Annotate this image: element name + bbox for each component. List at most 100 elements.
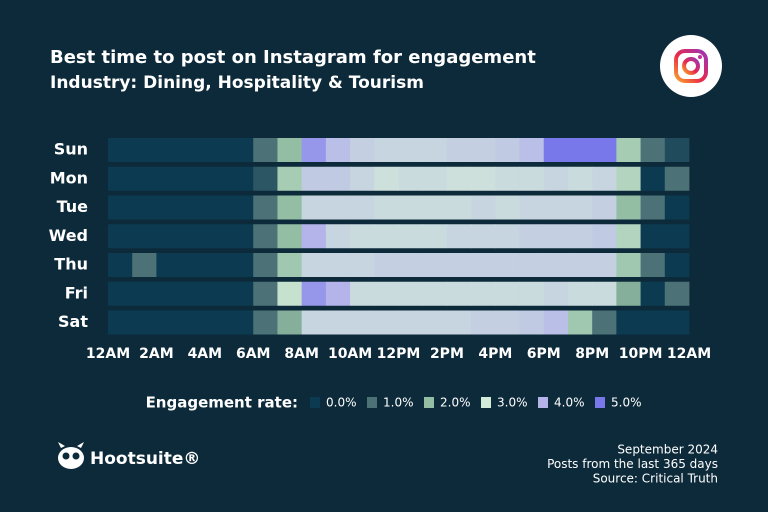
legend-swatch (481, 397, 491, 408)
heatmap-cell (664, 224, 690, 249)
x-tick-label: 8PM (575, 346, 609, 362)
heatmap-cell (325, 253, 351, 277)
heatmap-cell (471, 310, 496, 335)
heatmap-cell (422, 310, 448, 335)
heatmap-cell (108, 310, 133, 335)
heatmap-cell (592, 166, 617, 191)
heatmap-cell (132, 224, 157, 249)
legend-label: 5.0% (611, 396, 642, 410)
heatmap-cell (446, 195, 472, 220)
heatmap-cell (253, 166, 278, 191)
heatmap-cell (543, 195, 569, 220)
heatmap-cell (422, 281, 448, 306)
heatmap-cell (640, 166, 666, 191)
heatmap-cell (398, 224, 424, 249)
heatmap-cell (156, 310, 182, 335)
heatmap-cell (253, 281, 278, 306)
heatmap-cell (156, 166, 182, 191)
heatmap-cell (325, 281, 351, 306)
x-tick-label: 6AM (236, 346, 271, 362)
heatmap-cell (301, 310, 327, 335)
heatmap-cell (543, 281, 569, 306)
heatmap-cell (543, 253, 569, 277)
heatmap-cell (350, 166, 375, 191)
heatmap-cell (277, 281, 303, 306)
heatmap-cell (543, 138, 569, 162)
heatmap-cell (446, 253, 472, 277)
heatmap-cell (519, 138, 545, 162)
heatmap-cell (543, 224, 569, 249)
heatmap-cell (156, 138, 182, 162)
heatmap-cell (277, 138, 303, 162)
legend-label: 3.0% (497, 396, 528, 410)
legend-swatch (595, 397, 605, 408)
heatmap-cell (592, 253, 617, 277)
heatmap-cell (592, 195, 617, 220)
legend-swatch (538, 397, 548, 408)
heatmap-cell (398, 138, 424, 162)
x-tick-label: 2AM (139, 346, 174, 362)
heatmap-cell (277, 224, 303, 249)
y-tick-label: Tue (57, 197, 89, 216)
heatmap-cell (350, 253, 375, 277)
heatmap-cell (229, 253, 254, 277)
heatmap-cell (374, 281, 399, 306)
heatmap-cell (495, 224, 520, 249)
heatmap-cell (253, 195, 278, 220)
x-tick-label: 12AM (667, 346, 711, 362)
footer-note: Posts from the last 365 days (547, 457, 718, 471)
heatmap-cell (495, 166, 520, 191)
heatmap-cell (495, 195, 520, 220)
heatmap-cell (350, 224, 375, 249)
heatmap-cell (374, 253, 399, 277)
y-tick-label: Sat (58, 312, 88, 331)
heatmap-cell (567, 166, 593, 191)
y-tick-label: Wed (49, 226, 88, 245)
heatmap-cell (664, 195, 690, 220)
legend-swatch (310, 397, 320, 408)
heatmap-cell (567, 310, 593, 335)
heatmap-cell (519, 224, 545, 249)
heatmap-cell (350, 310, 375, 335)
heatmap-cell (132, 281, 157, 306)
heatmap-cell (616, 253, 641, 277)
heatmap-cell (301, 253, 327, 277)
footer-note: Source: Critical Truth (593, 472, 718, 486)
footer-note: September 2024 (617, 443, 718, 457)
heatmap-cell (301, 195, 327, 220)
heatmap-cell (398, 310, 424, 335)
heatmap-cell (664, 166, 690, 191)
y-tick-label: Mon (50, 168, 88, 187)
heatmap-cell (325, 195, 351, 220)
heatmap-cell (108, 224, 133, 249)
heatmap-cell (471, 253, 496, 277)
x-tick-label: 10PM (619, 346, 663, 362)
x-tick-label: 4PM (478, 346, 512, 362)
heatmap-cell (422, 166, 448, 191)
heatmap-cell (446, 224, 472, 249)
heatmap-cell (180, 253, 206, 277)
heatmap-cell (592, 281, 617, 306)
heatmap-cell (640, 281, 666, 306)
heatmap-cell (519, 253, 545, 277)
heatmap-cell (664, 281, 690, 306)
heatmap-cell (471, 166, 496, 191)
heatmap-cell (543, 310, 569, 335)
heatmap-cell (664, 253, 690, 277)
heatmap-cell (325, 166, 351, 191)
heatmap-cell (567, 281, 593, 306)
chart-title: Best time to post on Instagram for engag… (50, 47, 536, 68)
heatmap-cell (229, 138, 254, 162)
x-tick-label: 10AM (328, 346, 372, 362)
heatmap-cell (519, 195, 545, 220)
heatmap-cell (277, 310, 303, 335)
heatmap-cell (446, 166, 472, 191)
x-tick-label: 2PM (430, 346, 464, 362)
heatmap-cell (592, 224, 617, 249)
heatmap-cell (108, 166, 133, 191)
heatmap-cell (640, 138, 666, 162)
heatmap-cell (204, 281, 230, 306)
heatmap-cell (350, 138, 375, 162)
heatmap-cell (204, 253, 230, 277)
